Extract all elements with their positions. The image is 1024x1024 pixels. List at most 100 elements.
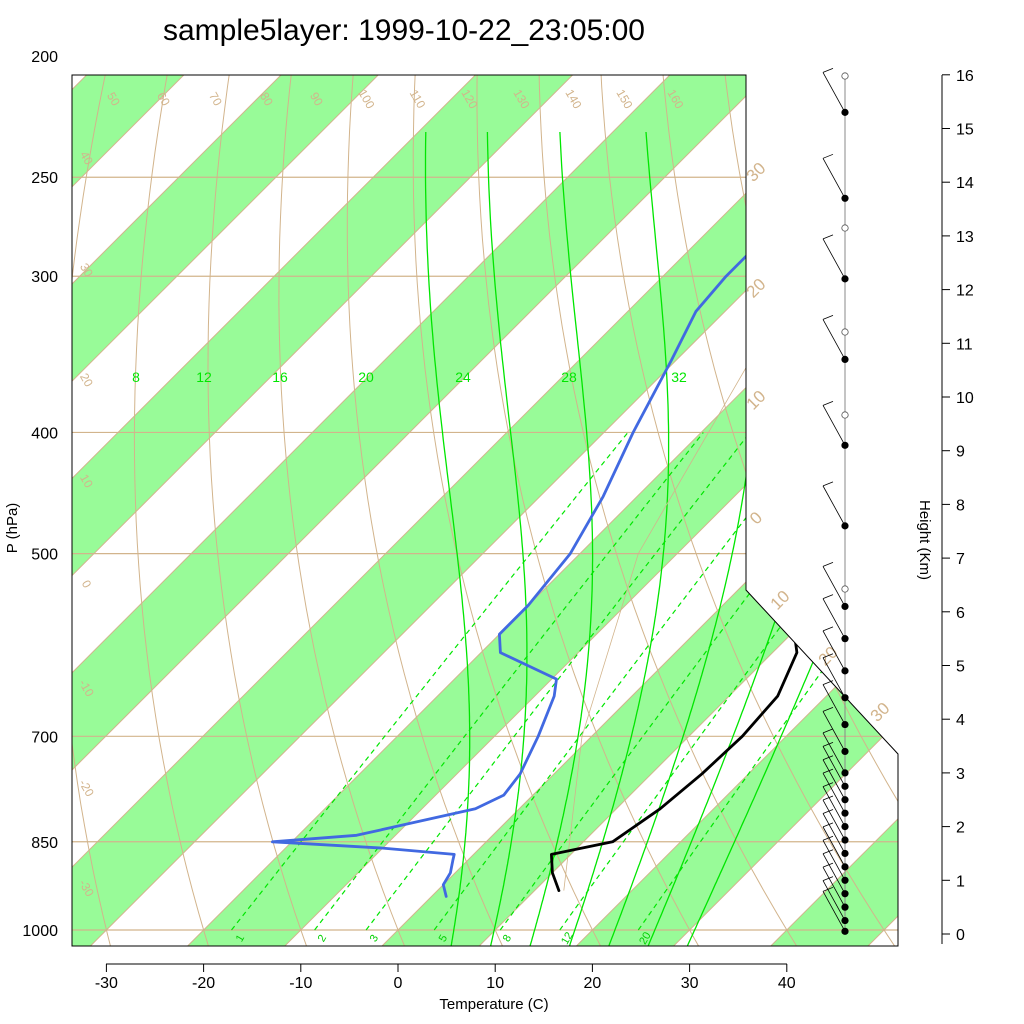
temperature-tick-label: 20 [584, 975, 602, 992]
wind-level-dot [841, 667, 849, 675]
wind-barb-flag [822, 315, 834, 320]
wind-level-dot [841, 441, 849, 449]
dry-adiabat-label: 110 [407, 87, 429, 111]
height-tick-label: 15 [956, 122, 974, 139]
isotherm-bands [72, 0, 1024, 956]
mixing-ratio-label: 3 [368, 933, 381, 944]
height-tick-label: 7 [956, 551, 965, 568]
wind-level-dot [841, 747, 849, 756]
height-tick-label: 5 [956, 659, 965, 676]
height-tick-label: 13 [956, 229, 974, 246]
wind-barb-staff [822, 684, 846, 725]
chart-title: sample5layer: 1999-10-22_23:05:00 [163, 14, 645, 47]
wind-barb-staff [822, 746, 846, 787]
isotherm-line [72, 75, 898, 946]
isotherm-line [72, 75, 898, 946]
wind-barb-staff [822, 630, 846, 672]
wind-barb-staff [822, 238, 846, 280]
isotherm-line [79, 75, 898, 946]
wind-barb-flag [822, 809, 834, 814]
wind-barb-flag [822, 741, 834, 747]
wind-level-dot [841, 522, 849, 530]
isotherm-label-left: 10 [77, 472, 96, 491]
wind-level-marker [841, 72, 849, 80]
wind-level-dot [841, 863, 849, 871]
wind-barb-staff [822, 853, 846, 894]
dry-adiabat-line [538, 75, 804, 946]
pressure-tick-label: 1000 [22, 923, 58, 940]
wind-level-dot [841, 635, 849, 643]
temperature-tick-label: -20 [192, 975, 215, 992]
dry-adiabat-line [207, 75, 328, 946]
x-axis-label: Temperature (C) [439, 996, 548, 1013]
wind-level-dot [841, 836, 849, 844]
mixing-ratio-line [365, 432, 751, 931]
moist-adiabat-line [424, 131, 471, 946]
temperature-tick-label: 40 [778, 975, 796, 992]
isotherm-label-left: 30 [77, 261, 96, 280]
wind-barb-flag [822, 594, 834, 600]
wind-barb-staff [822, 772, 846, 814]
wind-barb-flag [822, 626, 834, 632]
wind-barb-staff [822, 880, 846, 921]
wind-barb-flag [822, 876, 834, 881]
mixing-ratio-label: 1 [234, 933, 247, 944]
dry-adiabat-line [412, 75, 607, 946]
isotherm-label-left: 20 [77, 371, 96, 390]
moist-adiabat-label: 16 [272, 369, 288, 385]
isotherm-label-right: 30 [867, 699, 894, 726]
height-tick-label: 6 [956, 605, 965, 622]
isotherm-line [565, 75, 898, 946]
wind-barb-staff [822, 840, 846, 881]
plot-area [72, 0, 1024, 957]
isotherm-band [955, 0, 1024, 956]
temperature-tick-label: 10 [486, 975, 504, 992]
wind-level-dot [841, 194, 849, 202]
isotherm-label-left: 0 [79, 578, 95, 591]
temperature-tick-label: -30 [95, 975, 118, 992]
wind-barb-flag [822, 768, 834, 774]
moist-adiabat-lines [424, 131, 898, 946]
dry-adiabat-line [476, 75, 705, 946]
wind-level-dot [841, 809, 849, 817]
wind-level-marker [841, 224, 849, 232]
isotherm-label-right: 20 [743, 275, 770, 302]
isotherm-band [72, 75, 898, 946]
wind-barb-staff [822, 732, 846, 774]
mixing-ratio-label: 8 [501, 933, 514, 944]
axes: 1001502002503004005007008501000P (hPa)-3… [4, 49, 974, 1013]
moist-adiabat-line [526, 131, 594, 946]
wind-level-dot [841, 275, 849, 283]
moist-adiabat-label: 12 [196, 369, 212, 385]
moist-adiabat-line [486, 131, 528, 946]
mixing-ratio-lines [231, 432, 898, 931]
pressure-tick-label: 250 [31, 170, 58, 187]
pressure-tick-label: 500 [31, 547, 58, 564]
dry-adiabat-line [819, 75, 898, 946]
isotherm-label-right: 10 [743, 387, 770, 414]
wind-barb-staff [822, 319, 846, 360]
isotherm-band [72, 75, 898, 946]
isotherm-line [72, 75, 898, 946]
isotherm-line [468, 75, 898, 946]
wind-barb-staff [822, 566, 846, 607]
isotherm-line [662, 75, 898, 946]
wind-barb-staff [822, 598, 846, 639]
wind-barb-flag [822, 728, 834, 734]
wind-barb-staff [822, 799, 846, 841]
isotherm-line [857, 75, 898, 946]
height-tick-label: 14 [956, 175, 974, 192]
wind-level-marker [841, 585, 849, 593]
moist-adiabat-label: 20 [358, 369, 374, 385]
dry-adiabat-label: 140 [562, 87, 584, 112]
mixing-ratio-line [314, 432, 704, 931]
dry-adiabat-label: 50 [104, 90, 123, 109]
pressure-tick-label: 700 [31, 729, 58, 746]
isotherm-line [371, 75, 898, 946]
wind-barb-staff [822, 759, 846, 800]
dry-adiabat-line [871, 75, 898, 946]
dry-adiabat-line [972, 0, 1024, 957]
height-tick-label: 3 [956, 766, 965, 783]
dry-adiabat-label: 80 [257, 90, 276, 109]
